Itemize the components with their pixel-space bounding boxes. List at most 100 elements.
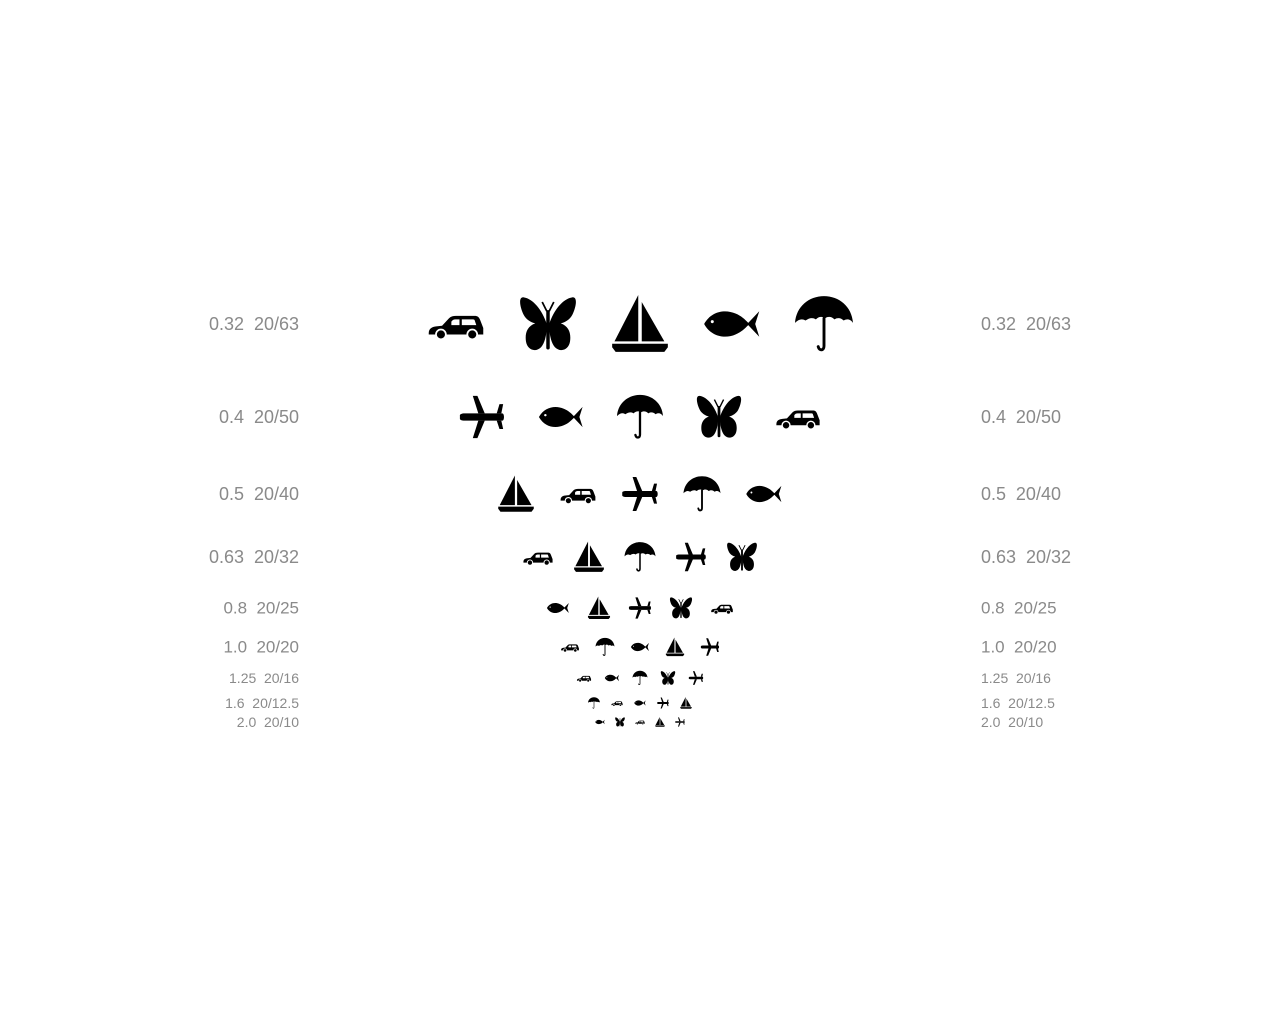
right-acuity-label: 0.4 20/50 [981,408,1061,426]
right-acuity-label: 0.32 20/63 [981,315,1071,333]
butterfly-icon [696,394,742,440]
right-acuity-label: 1.25 20/16 [981,671,1051,685]
airplane-icon [622,476,659,513]
fish-icon [538,394,584,440]
car-icon [427,295,485,353]
decimal-value: 0.5 [981,484,1007,504]
left-acuity-label: 0.8 20/25 [223,600,299,617]
fish-icon [547,597,570,620]
snellen-value: 20/50 [253,407,299,427]
fish-icon [703,295,761,353]
decimal-value: 1.6 [981,695,1001,711]
butterfly-icon [727,542,758,573]
right-acuity-label: 2.0 20/10 [981,715,1043,729]
sailboat-icon [574,542,605,573]
decimal-value: 0.4 [219,407,245,427]
umbrella-icon [633,671,648,686]
left-acuity-label: 1.25 20/16 [229,671,299,685]
decimal-value: 1.0 [223,637,248,657]
right-acuity-label: 1.6 20/12.5 [981,696,1055,710]
snellen-value: 20/12.5 [1008,695,1055,711]
sailboat-icon [666,638,685,657]
snellen-value: 20/25 [1013,598,1057,618]
snellen-value: 20/40 [1015,484,1061,504]
snellen-value: 20/20 [1013,637,1057,657]
fish-icon [746,476,783,513]
airplane-icon [675,717,685,727]
decimal-value: 0.8 [981,598,1005,618]
decimal-value: 1.25 [981,670,1009,686]
fish-icon [595,717,605,727]
airplane-icon [701,638,720,657]
car-icon [523,542,554,573]
car-icon [560,476,597,513]
snellen-value: 20/32 [1025,547,1071,567]
snellen-value: 20/10 [263,714,299,730]
sailboat-icon [498,476,535,513]
car-icon [561,638,580,657]
left-acuity-label: 1.6 20/12.5 [225,696,299,710]
left-acuity-label: 2.0 20/10 [237,715,299,729]
decimal-value: 0.32 [981,314,1017,334]
snellen-value: 20/12.5 [252,695,299,711]
butterfly-icon [615,717,625,727]
airplane-icon [689,671,704,686]
snellen-value: 20/40 [253,484,299,504]
fish-icon [605,671,620,686]
right-acuity-label: 0.63 20/32 [981,548,1071,566]
snellen-value: 20/25 [256,598,299,618]
airplane-icon [459,394,505,440]
decimal-value: 0.8 [223,598,248,618]
fish-icon [634,697,646,709]
decimal-value: 0.32 [209,314,245,334]
umbrella-icon [625,542,656,573]
left-acuity-label: 0.5 20/40 [219,485,299,503]
decimal-value: 0.4 [981,407,1007,427]
left-acuity-label: 1.0 20/20 [223,639,299,656]
airplane-icon [657,697,669,709]
umbrella-icon [795,295,853,353]
butterfly-icon [670,597,693,620]
sailboat-icon [588,597,611,620]
umbrella-icon [617,394,663,440]
decimal-value: 2.0 [981,714,1001,730]
car-icon [611,697,623,709]
decimal-value: 1.6 [225,695,245,711]
butterfly-icon [519,295,577,353]
snellen-value: 20/16 [263,670,299,686]
umbrella-icon [596,638,615,657]
decimal-value: 0.63 [209,547,245,567]
car-icon [635,717,645,727]
left-acuity-label: 0.32 20/63 [209,315,299,333]
car-icon [775,394,821,440]
right-acuity-label: 1.0 20/20 [981,639,1057,656]
right-acuity-label: 0.5 20/40 [981,485,1061,503]
umbrella-icon [588,697,600,709]
butterfly-icon [661,671,676,686]
right-acuity-label: 0.8 20/25 [981,600,1057,617]
snellen-value: 20/63 [253,314,299,334]
fish-icon [631,638,650,657]
decimal-value: 0.5 [219,484,245,504]
snellen-value: 20/32 [253,547,299,567]
snellen-value: 20/63 [1025,314,1071,334]
snellen-value: 20/20 [256,637,299,657]
sailboat-icon [655,717,665,727]
car-icon [711,597,734,620]
sailboat-icon [680,697,692,709]
airplane-icon [676,542,707,573]
sailboat-icon [611,295,669,353]
decimal-value: 1.0 [981,637,1005,657]
airplane-icon [629,597,652,620]
left-acuity-label: 0.4 20/50 [219,408,299,426]
umbrella-icon [684,476,721,513]
decimal-value: 1.25 [229,670,257,686]
snellen-value: 20/16 [1015,670,1051,686]
decimal-value: 0.63 [981,547,1017,567]
decimal-value: 2.0 [236,714,257,730]
left-acuity-label: 0.63 20/32 [209,548,299,566]
car-icon [577,671,592,686]
snellen-value: 20/50 [1015,407,1061,427]
snellen-value: 20/10 [1008,714,1044,730]
